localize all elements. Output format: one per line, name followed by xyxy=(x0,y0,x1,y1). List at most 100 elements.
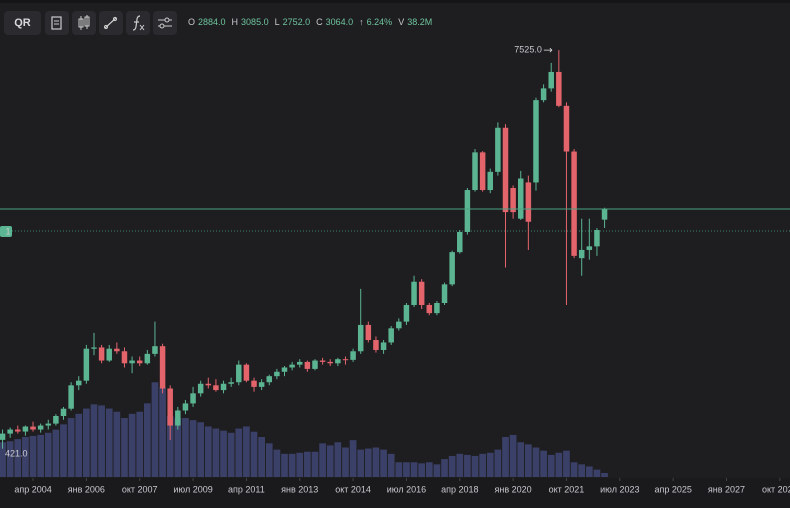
volume-bar xyxy=(44,432,52,477)
candle-body xyxy=(495,127,501,172)
volume-bar xyxy=(471,455,479,477)
candles-icon[interactable] xyxy=(72,11,96,35)
volume-bar xyxy=(197,422,205,477)
volume-bar xyxy=(479,453,486,477)
volume-bar xyxy=(502,437,509,477)
volume-bar xyxy=(60,424,67,477)
candle-body xyxy=(472,152,478,191)
candle-body xyxy=(251,380,257,387)
candle-body xyxy=(548,71,554,89)
candle-body xyxy=(525,182,532,222)
badge-label: 1 xyxy=(5,226,10,236)
volume-bar xyxy=(494,449,502,477)
volume-bar xyxy=(563,450,570,477)
volume-bar xyxy=(113,411,121,477)
candle-body xyxy=(37,425,44,430)
x-tick-label: окт 2021 xyxy=(549,484,585,494)
candles xyxy=(0,50,608,449)
x-tick-label: апр 2018 xyxy=(441,484,478,494)
candle-body xyxy=(45,423,52,426)
candle-body xyxy=(319,360,326,362)
volume-bar xyxy=(265,443,273,477)
volume-bar xyxy=(395,462,403,477)
candle-body xyxy=(601,208,608,220)
candle-body xyxy=(228,382,234,384)
candle-body xyxy=(502,127,509,213)
volume-bar xyxy=(585,466,593,477)
volume-bar xyxy=(380,449,387,477)
volume-bar xyxy=(204,426,212,477)
volume-bar xyxy=(212,428,220,477)
volume-bar xyxy=(67,418,75,477)
volume-bar xyxy=(29,435,37,477)
x-tick-label: окт 2014 xyxy=(335,484,371,494)
x-tick-label: янв 2006 xyxy=(68,484,105,494)
candle-body xyxy=(106,348,112,361)
volume-bar xyxy=(273,449,281,477)
candle-body xyxy=(327,361,333,364)
legend-key: ↑ xyxy=(359,17,364,27)
volume-bar xyxy=(540,450,547,477)
volume-bar xyxy=(349,440,357,477)
candle-body xyxy=(342,359,349,361)
volume-bar xyxy=(83,408,90,477)
volume-bar xyxy=(151,382,159,477)
indicators-icon[interactable] xyxy=(126,11,150,35)
max-arrow xyxy=(543,47,553,53)
candle-body xyxy=(83,348,90,381)
candle-body xyxy=(60,408,67,416)
volume-bar xyxy=(250,431,258,477)
candle-body xyxy=(350,351,356,360)
volume-bar xyxy=(304,451,311,477)
candle-body xyxy=(114,348,120,352)
volume-bar xyxy=(90,404,98,477)
candle-body xyxy=(152,346,158,354)
candle-body xyxy=(274,371,280,377)
x-tick-label: янв 2020 xyxy=(495,484,532,494)
candle-body xyxy=(312,360,318,369)
candle-body xyxy=(129,360,135,364)
x-tick-label: апр 2004 xyxy=(14,484,51,494)
volume-bar xyxy=(6,441,14,477)
volume-bar xyxy=(75,413,83,477)
settings-icon[interactable] xyxy=(153,11,177,35)
candle-body xyxy=(388,328,394,343)
candle-body xyxy=(304,361,311,369)
legend-key: C xyxy=(316,17,323,27)
volume-bar xyxy=(357,449,365,477)
candle-body xyxy=(540,88,547,101)
chart-type-icon[interactable] xyxy=(45,11,69,35)
volume-bar xyxy=(143,403,151,477)
volume-bar xyxy=(334,442,342,477)
volume-bar xyxy=(128,413,136,477)
volume-bar xyxy=(159,387,166,477)
candle-body xyxy=(289,364,295,368)
volume-bar xyxy=(174,418,182,477)
candle-body xyxy=(464,190,471,232)
candle-body xyxy=(197,383,204,394)
candle-body xyxy=(121,351,128,364)
candle-body xyxy=(68,385,74,409)
candle-body xyxy=(91,347,97,349)
volume-bar xyxy=(227,432,235,477)
volume-bar xyxy=(410,462,418,477)
symbol-button[interactable]: QR xyxy=(4,11,41,35)
candle-body xyxy=(335,359,341,364)
candle-body xyxy=(190,393,196,404)
volume-bar xyxy=(578,464,586,477)
legend-value: 2752.0 xyxy=(282,17,311,27)
volume-bar xyxy=(52,429,60,477)
x-tick-label: янв 2027 xyxy=(708,484,745,494)
candle-body xyxy=(0,433,6,440)
min-label: 421.0 xyxy=(5,448,28,458)
legend-value: 38.2M xyxy=(407,17,433,27)
candle-body xyxy=(449,252,455,285)
candle-body xyxy=(98,347,105,361)
draw-icon[interactable] xyxy=(99,11,123,35)
x-tick-label: окт 2028 xyxy=(762,484,790,494)
volume-bar xyxy=(464,454,471,477)
badge xyxy=(0,226,12,237)
candle-body xyxy=(22,426,29,432)
